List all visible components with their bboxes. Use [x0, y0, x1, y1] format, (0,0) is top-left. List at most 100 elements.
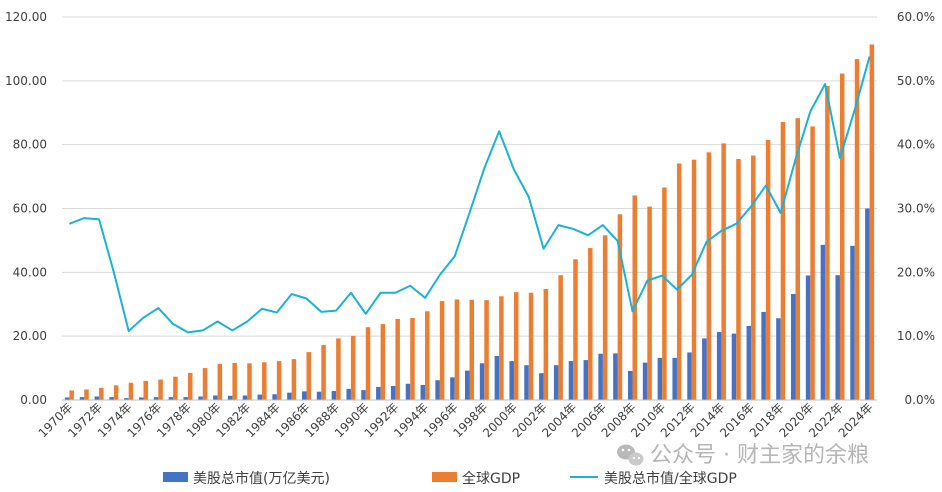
legend-item-market-cap: 美股总市值(万亿美元) — [163, 470, 330, 487]
bar-market-cap — [494, 355, 500, 400]
left-y-tick-label: 100.00 — [5, 74, 47, 88]
bar-market-cap — [450, 377, 455, 400]
bar-market-cap — [702, 338, 707, 400]
bar-market-cap — [420, 385, 426, 400]
bar-market-cap — [272, 394, 277, 400]
bar-gdp — [380, 324, 386, 400]
bar-market-cap — [820, 244, 826, 400]
bar-gdp — [854, 59, 860, 400]
bar-market-cap — [257, 394, 263, 400]
bar-market-cap — [716, 332, 722, 400]
x-axis: 1970年1972年1974年1976年1978年1980年1982年1984年… — [36, 400, 876, 440]
bar-market-cap — [672, 357, 677, 400]
bar-gdp — [217, 363, 223, 400]
bar-gdp — [173, 376, 178, 400]
right-y-tick-label: 20.0% — [897, 265, 935, 279]
watermark-text: 公众号 · 财主家的余粮 — [650, 443, 869, 468]
legend-item-gdp: 全球GDP — [432, 470, 520, 487]
bar-gdp — [439, 301, 445, 400]
bar-gdp — [306, 352, 311, 401]
bar-market-cap — [865, 208, 870, 400]
bar-gdp — [336, 338, 341, 400]
bar-gdp — [410, 317, 415, 400]
bar-market-cap — [761, 311, 766, 400]
bar-gdp — [765, 139, 771, 400]
bar-market-cap — [227, 395, 233, 400]
bar-gdp — [825, 85, 830, 400]
bar-market-cap — [168, 397, 174, 400]
bar-market-cap — [124, 398, 129, 400]
bar-market-cap — [642, 362, 648, 400]
right-y-tick-label: 40.0% — [897, 138, 935, 152]
ratio-line-series — [69, 56, 871, 334]
bar-gdp — [602, 235, 608, 400]
watermark: 公众号 · 财主家的余粮 — [617, 443, 869, 468]
left-y-axis: 0.00 20.00 40.00 60.00 80.00 100.00 120.00 — [5, 10, 47, 407]
bar-market-cap — [657, 357, 663, 400]
bar-gdp — [276, 361, 282, 400]
bar-gdp — [751, 155, 756, 400]
right-y-tick-label: 60.0% — [897, 10, 935, 24]
bar-gdp — [425, 311, 430, 400]
bar-gdp — [232, 362, 237, 400]
bar-gdp — [262, 362, 267, 400]
bar-market-cap — [94, 396, 100, 400]
bar-market-cap — [776, 318, 781, 400]
wechat-icon — [617, 444, 644, 466]
right-y-tick-label: 30.0% — [897, 202, 935, 216]
bar-market-cap — [153, 397, 159, 400]
bar-gdp — [395, 318, 400, 400]
bar-market-cap — [316, 391, 322, 400]
bar-market-cap — [435, 380, 440, 400]
bar-market-cap — [628, 370, 633, 400]
bar-gdp — [869, 44, 875, 400]
bar-gdp — [128, 382, 134, 400]
right-y-tick-label: 0.0% — [905, 393, 936, 407]
bar-market-cap — [361, 390, 366, 400]
bar-gdp — [839, 73, 845, 401]
bar-market-cap — [746, 325, 752, 400]
bar-market-cap — [109, 397, 114, 400]
bar-gdp — [706, 152, 712, 400]
bar-market-cap — [598, 353, 603, 400]
bar-gdp — [795, 118, 800, 401]
bar-gdp — [291, 359, 297, 400]
bar-market-cap — [64, 397, 70, 400]
bar-gdp — [736, 159, 741, 400]
bar-market-cap — [213, 395, 218, 400]
bar-gdp — [321, 345, 326, 400]
bar-gdp — [558, 275, 563, 400]
bar-gdp — [676, 163, 682, 400]
bar-market-cap — [583, 360, 589, 400]
bar-gdp — [469, 299, 474, 400]
bar-market-cap — [509, 361, 514, 400]
bar-gdp — [721, 143, 726, 400]
left-y-tick-label: 60.00 — [13, 202, 47, 216]
bar-gdp — [187, 372, 193, 400]
bar-market-cap — [613, 353, 618, 400]
bar-market-cap — [183, 397, 188, 400]
bar-gdp — [202, 368, 208, 400]
bar-market-cap — [731, 333, 737, 400]
bar-market-cap — [835, 275, 840, 400]
bar-gdp — [573, 259, 578, 400]
bar-market-cap — [805, 275, 811, 400]
bar-gdp — [99, 387, 104, 400]
bar-market-cap — [242, 395, 248, 400]
left-y-tick-label: 20.00 — [13, 329, 47, 343]
bar-market-cap — [687, 352, 692, 400]
bar-gdp — [113, 385, 119, 400]
bar-gdp — [247, 363, 252, 400]
bar-market-cap — [287, 392, 292, 400]
legend-item-ratio: 美股总市值/全球GDP — [570, 470, 737, 487]
bar-gdp — [84, 389, 89, 400]
bar-market-cap — [405, 383, 411, 400]
bar-gdp — [647, 206, 652, 400]
left-y-tick-label: 120.00 — [5, 10, 47, 24]
bar-market-cap — [139, 397, 144, 400]
right-y-tick-label: 10.0% — [897, 329, 935, 343]
right-y-tick-label: 50.0% — [897, 74, 935, 88]
bar-gdp — [588, 248, 593, 400]
bar-market-cap — [524, 365, 529, 400]
bar-gdp — [69, 390, 74, 400]
